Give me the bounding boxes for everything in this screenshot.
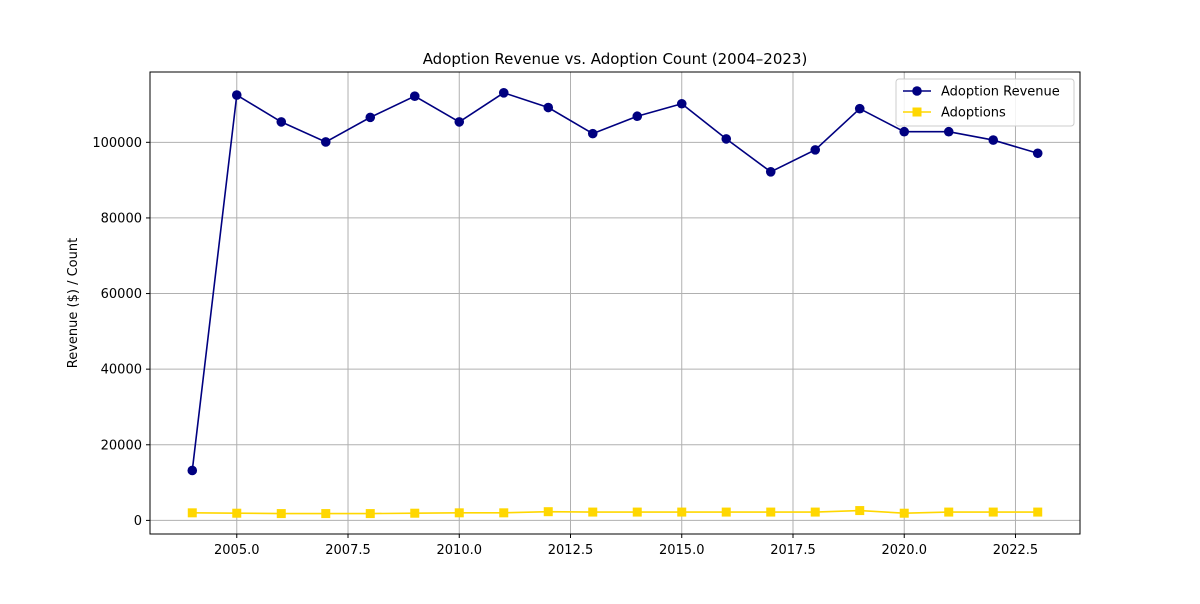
legend-item: Adoption Revenue xyxy=(903,85,1060,100)
data-point xyxy=(587,128,598,139)
data-point xyxy=(810,507,820,517)
data-point xyxy=(454,117,465,127)
data-point xyxy=(1033,507,1043,517)
data-point xyxy=(499,508,509,518)
grid-layer xyxy=(150,72,1080,534)
data-point xyxy=(276,509,286,519)
data-point xyxy=(543,507,553,517)
data-point xyxy=(632,507,642,517)
y-tick-label: 20000 xyxy=(101,438,142,453)
data-point xyxy=(187,508,197,518)
series-line xyxy=(192,509,1038,515)
y-tick-label: 0 xyxy=(134,514,142,529)
y-tick-label: 40000 xyxy=(101,363,142,378)
data-point xyxy=(988,507,998,517)
data-point xyxy=(721,134,732,144)
data-point xyxy=(943,126,954,137)
data-point xyxy=(855,506,865,516)
y-tick-label: 60000 xyxy=(101,287,142,302)
data-point xyxy=(321,509,331,519)
data-point xyxy=(231,90,242,100)
data-point xyxy=(899,126,910,137)
data-point xyxy=(810,145,821,155)
data-point xyxy=(588,507,598,517)
data-point xyxy=(721,507,731,517)
series-line xyxy=(191,91,1038,471)
series-adoption-revenue xyxy=(187,87,1043,476)
data-point xyxy=(854,103,865,114)
data-point xyxy=(232,508,242,518)
data-point xyxy=(365,112,376,123)
data-point xyxy=(766,507,776,517)
legend-box xyxy=(895,78,1075,127)
data-point xyxy=(676,98,687,109)
data-point xyxy=(677,507,687,517)
data-point xyxy=(410,508,420,518)
chart-title: Adoption Revenue vs. Adoption Count (200… xyxy=(423,50,808,68)
series-layer xyxy=(187,87,1043,519)
data-point xyxy=(454,508,464,518)
legend-marker xyxy=(912,86,922,96)
data-point xyxy=(409,91,420,101)
legend-item: Adoptions xyxy=(903,106,1006,121)
x-tick-label: 2007.5 xyxy=(325,543,371,558)
data-point xyxy=(498,87,509,98)
data-point xyxy=(365,509,375,519)
x-tick-label: 2020.0 xyxy=(881,543,927,558)
axes-layer: 2005.0 2007.5 2010.0 2012.5 2015.0 2017.5 2020… xyxy=(92,136,1038,558)
data-point xyxy=(899,508,909,518)
data-point xyxy=(632,111,643,122)
y-tick-label: 100000 xyxy=(92,136,142,151)
x-tick-label: 2022.5 xyxy=(993,543,1039,558)
x-tick-label: 2017.5 xyxy=(770,543,816,558)
data-point xyxy=(320,137,331,147)
legend-label: Adoptions xyxy=(941,106,1006,121)
y-axis-label: Revenue ($) / Count xyxy=(66,238,81,368)
x-tick-label: 2005.0 xyxy=(214,543,260,558)
data-point xyxy=(988,135,999,145)
data-point xyxy=(944,507,954,517)
legend-label: Adoption Revenue xyxy=(941,85,1060,100)
data-point xyxy=(543,102,554,113)
data-point xyxy=(765,167,776,177)
data-point xyxy=(187,465,198,476)
legend-marker xyxy=(912,107,922,117)
x-tick-label: 2010.0 xyxy=(437,543,483,558)
plot-frame xyxy=(149,71,1081,535)
series-adoptions xyxy=(187,506,1043,519)
data-point xyxy=(276,117,287,127)
data-point xyxy=(1032,148,1043,159)
y-tick-label: 80000 xyxy=(101,211,142,226)
legend: Adoption Revenue Adoptions xyxy=(895,78,1075,127)
x-tick-label: 2015.0 xyxy=(659,543,705,558)
x-tick-label: 2012.5 xyxy=(548,543,594,558)
